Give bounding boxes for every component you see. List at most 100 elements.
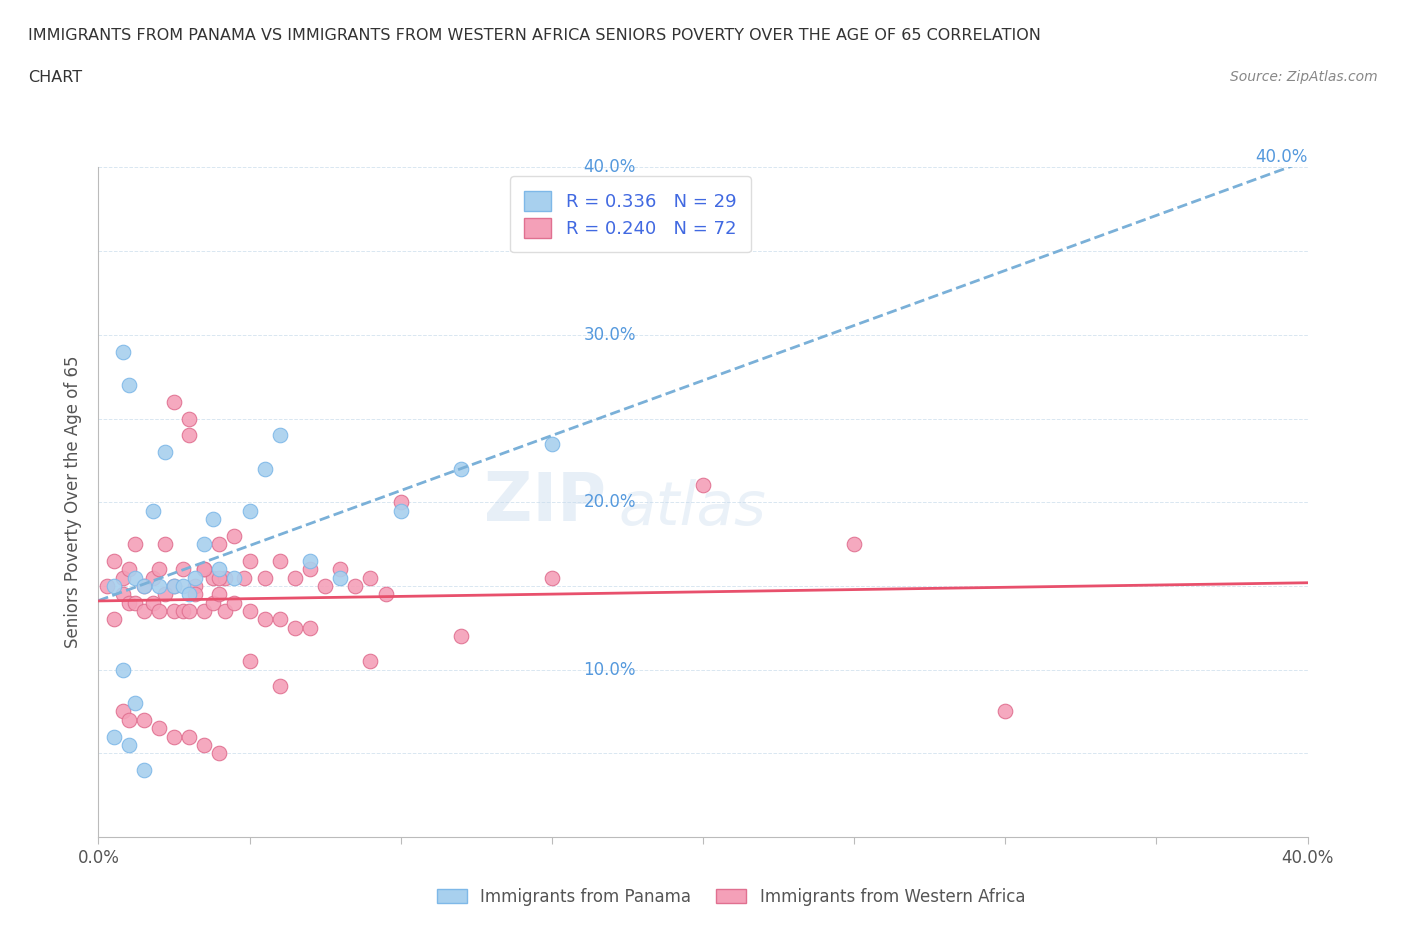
Point [172, 604, 194, 618]
Point [163, 604, 186, 618]
Point [118, 595, 141, 610]
Text: 10.0%: 10.0% [583, 660, 636, 679]
Point [184, 587, 207, 602]
Point [540, 570, 562, 585]
Point [269, 428, 291, 443]
Point [153, 587, 176, 602]
Point [214, 570, 236, 585]
Point [163, 729, 186, 744]
Text: IMMIGRANTS FROM PANAMA VS IMMIGRANTS FROM WESTERN AFRICA SENIORS POVERTY OVER TH: IMMIGRANTS FROM PANAMA VS IMMIGRANTS FRO… [28, 28, 1040, 43]
Point [239, 553, 262, 568]
Text: atlas: atlas [619, 479, 766, 538]
Point [208, 562, 231, 577]
Point [172, 578, 194, 593]
Point [208, 587, 231, 602]
Point [111, 344, 134, 359]
Point [124, 595, 146, 610]
Point [148, 721, 170, 736]
Point [132, 578, 155, 593]
Point [224, 528, 246, 543]
Point [239, 604, 262, 618]
Point [124, 696, 146, 711]
Point [450, 461, 472, 476]
Point [142, 503, 165, 518]
Point [118, 737, 141, 752]
Point [111, 570, 134, 585]
Point [177, 587, 201, 602]
Text: Source: ZipAtlas.com: Source: ZipAtlas.com [1230, 70, 1378, 84]
Point [193, 537, 215, 551]
Point [214, 604, 236, 618]
Point [360, 654, 382, 669]
Point [389, 495, 412, 510]
Point [148, 578, 170, 593]
Point [253, 612, 276, 627]
Text: 40.0%: 40.0% [1256, 148, 1308, 166]
Point [299, 620, 322, 635]
Point [232, 570, 254, 585]
Text: 30.0%: 30.0% [583, 326, 636, 344]
Point [177, 411, 201, 426]
Point [450, 629, 472, 644]
Point [202, 595, 225, 610]
Point [142, 570, 165, 585]
Point [329, 562, 352, 577]
Point [184, 578, 207, 593]
Point [314, 578, 336, 593]
Point [148, 562, 170, 577]
Point [132, 763, 155, 777]
Text: 20.0%: 20.0% [583, 493, 636, 512]
Point [142, 595, 165, 610]
Point [148, 604, 170, 618]
Point [269, 679, 291, 694]
Point [284, 620, 307, 635]
Point [269, 612, 291, 627]
Point [103, 578, 125, 593]
Point [118, 712, 141, 727]
Point [153, 537, 176, 551]
Point [193, 604, 215, 618]
Point [111, 704, 134, 719]
Point [193, 737, 215, 752]
Point [224, 595, 246, 610]
Point [177, 729, 201, 744]
Point [374, 587, 396, 602]
Point [284, 570, 307, 585]
Point [177, 604, 201, 618]
Point [299, 553, 322, 568]
Legend: R = 0.336   N = 29, R = 0.240   N = 72: R = 0.336 N = 29, R = 0.240 N = 72 [510, 177, 751, 252]
Point [224, 570, 246, 585]
Text: 40.0%: 40.0% [583, 158, 636, 177]
Point [103, 553, 125, 568]
Point [208, 570, 231, 585]
Point [239, 503, 262, 518]
Point [124, 537, 146, 551]
Point [844, 537, 866, 551]
Point [184, 570, 207, 585]
Point [208, 746, 231, 761]
Point [163, 578, 186, 593]
Point [118, 562, 141, 577]
Point [193, 562, 215, 577]
Legend: Immigrants from Panama, Immigrants from Western Africa: Immigrants from Panama, Immigrants from … [430, 881, 1032, 912]
Point [132, 604, 155, 618]
Point [103, 612, 125, 627]
Point [153, 445, 176, 459]
Point [103, 729, 125, 744]
Point [692, 478, 714, 493]
Point [329, 570, 352, 585]
Point [344, 578, 367, 593]
Point [132, 712, 155, 727]
Text: ZIP: ZIP [484, 470, 606, 535]
Point [994, 704, 1017, 719]
Point [124, 570, 146, 585]
Point [299, 562, 322, 577]
Point [389, 503, 412, 518]
Point [132, 578, 155, 593]
Point [111, 587, 134, 602]
Point [202, 570, 225, 585]
Point [360, 570, 382, 585]
Point [118, 378, 141, 392]
Point [269, 553, 291, 568]
Point [96, 578, 118, 593]
